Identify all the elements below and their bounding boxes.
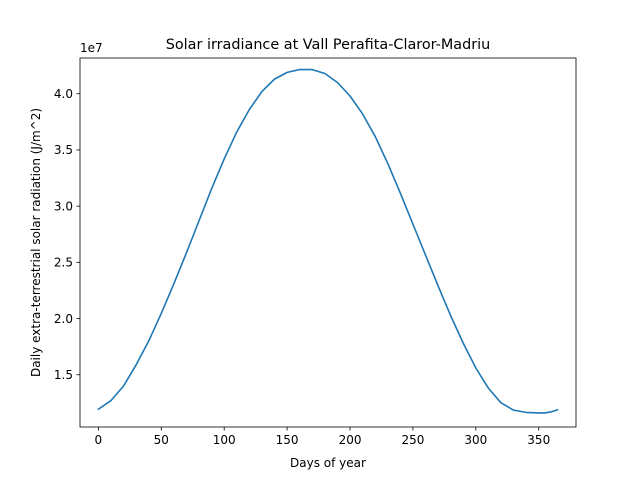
x-tick-label: 350 (527, 433, 550, 447)
y-tick-label: 2.5 (54, 256, 73, 270)
x-axis-label: Days of year (290, 456, 366, 470)
x-tick-label: 200 (339, 433, 362, 447)
x-tick-label: 100 (213, 433, 236, 447)
y-tick-label: 2.0 (54, 312, 73, 326)
y-tick-label: 3.0 (54, 199, 73, 213)
x-tick-label: 50 (154, 433, 169, 447)
plot-area (97, 68, 559, 414)
series-line-solar-irradiance (97, 68, 559, 414)
x-tick-label: 150 (276, 433, 299, 447)
y-tick-label: 4.0 (54, 87, 73, 101)
x-tick-label: 0 (95, 433, 103, 447)
y-axis-ticks: 1.5 2.0 2.5 3.0 3.5 4.0 (54, 87, 80, 382)
y-tick-label: 1.5 (54, 368, 73, 382)
y-offset-label: 1e7 (80, 41, 103, 55)
y-axis-label: Daily extra-terrestrial solar radiation … (29, 108, 43, 377)
plot-frame (79, 57, 577, 428)
x-axis-ticks: 0 50 100 150 200 250 300 350 (95, 427, 550, 447)
chart-title: Solar irradiance at Vall Perafita-Claror… (166, 37, 491, 53)
y-tick-label: 3.5 (54, 143, 73, 157)
x-tick-label: 250 (401, 433, 424, 447)
x-tick-label: 300 (464, 433, 487, 447)
